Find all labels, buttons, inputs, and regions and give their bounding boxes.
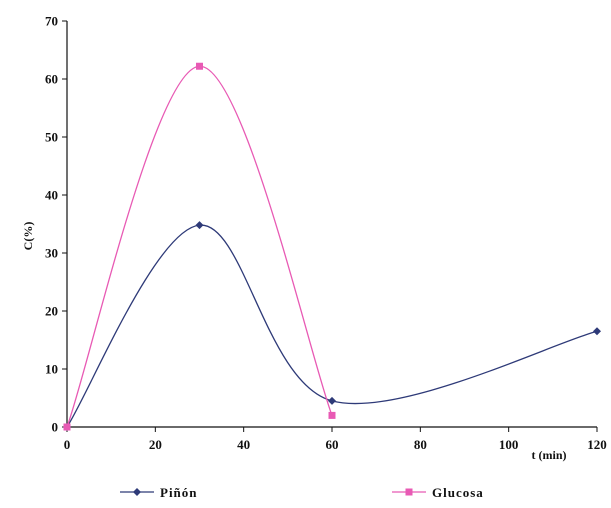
y-axis-title: C(%) <box>21 222 35 251</box>
y-tick-label: 40 <box>45 188 58 203</box>
legend-label: Glucosa <box>432 485 484 500</box>
y-tick-label: 20 <box>45 304 58 319</box>
data-point <box>593 327 601 336</box>
legend-item: Glucosa <box>392 485 484 500</box>
data-point <box>63 423 71 431</box>
x-tick-label: 100 <box>499 437 519 452</box>
axes: 0 10 20 30 40 50 60 70 0 20 40 60 80 100 120 <box>45 14 607 453</box>
x-axis-title: t (min) <box>532 448 567 462</box>
y-tick-label: 10 <box>45 362 58 377</box>
x-tick-label: 20 <box>149 437 162 452</box>
series-pinon <box>63 221 601 431</box>
x-tick-label: 60 <box>326 437 339 452</box>
x-tick-label: 0 <box>64 437 71 452</box>
y-tick-label: 30 <box>45 246 58 261</box>
y-tick-label: 50 <box>45 130 58 145</box>
y-tick-label: 0 <box>52 420 59 435</box>
series-line <box>66 65 333 428</box>
x-tick-label: 120 <box>587 437 607 452</box>
series-layer <box>63 62 601 431</box>
legend-item: Piñón <box>120 485 198 500</box>
x-tick-label: 40 <box>237 437 250 452</box>
data-point <box>328 396 336 405</box>
y-tick-label: 70 <box>45 14 58 29</box>
series-glucosa <box>63 62 336 431</box>
data-point <box>328 411 336 419</box>
legend-swatch-marker <box>133 488 141 496</box>
y-tick-label: 60 <box>45 72 58 87</box>
legend: Piñón Glucosa <box>120 485 484 500</box>
data-point <box>196 62 203 70</box>
series-line <box>66 224 598 428</box>
data-point <box>195 221 204 230</box>
x-tick-label: 80 <box>414 437 427 452</box>
legend-label: Piñón <box>160 485 198 500</box>
legend-swatch-marker <box>405 488 413 496</box>
